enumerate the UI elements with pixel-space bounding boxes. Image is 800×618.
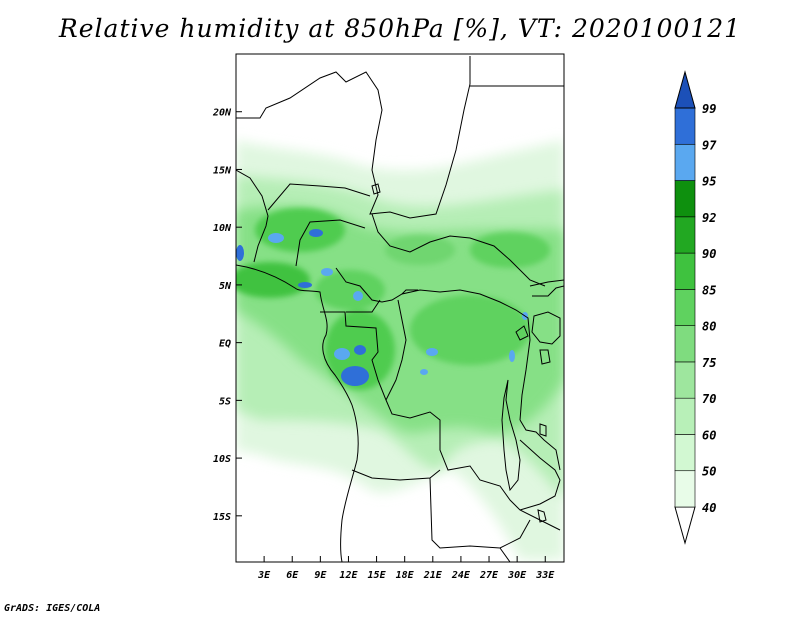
lat-tick-label: 10N [213,223,232,234]
colorbar-box [674,216,696,254]
border-central-1 [335,267,531,421]
colorbar-box [674,325,696,363]
software-credit: GrADS: IGES/COLA [4,603,101,614]
lat-tick-label: 10S [213,454,231,465]
colorbar-box [674,361,696,399]
colorbar-max-triangle [674,70,696,109]
lat-tick-label: 5S [219,396,231,407]
lon-tick-label: 6E [286,570,299,581]
lon-tick-label: 33E [535,570,555,581]
lake-victoria [531,311,561,345]
colorbar-label: 99 [702,102,716,116]
colorbar-label: 95 [702,175,716,189]
colorbar-label: 92 [702,211,716,225]
colorbar-box [674,180,696,218]
colorbar-box [674,107,696,145]
lat-tick-label: 15N [213,165,232,176]
colorbar-label: 80 [702,320,716,334]
humidity-high-areas [236,208,550,390]
colorbar-label: 50 [702,465,716,479]
colorbar-label: 97 [702,138,717,152]
colorbar-min-triangle [674,506,696,545]
border-east [519,279,564,471]
lon-tick-label: 12E [339,570,358,581]
colorbar-label: 90 [702,247,716,261]
colorbar-label: 85 [702,283,716,297]
colorbar: 40 50 60 70 75 80 85 90 92 95 97 99 [674,70,717,545]
humidity-saturated-patches [236,229,528,386]
lon-tick-label: 24E [451,570,471,581]
lon-tick-label: 3E [257,570,271,581]
border-north [236,56,564,219]
coastline [236,264,359,562]
lon-tick-label: 18E [396,570,415,581]
colorbar-box [674,143,696,181]
colorbar-box [674,397,696,435]
latitude-axis: 20N 15N 10N 5N EQ 5S 10S 15S [212,108,242,523]
longitude-axis: 3E 6E 9E 12E 15E 18E 21E 24E 27E 30E 33E [257,556,555,581]
lon-tick-label: 27E [479,570,499,581]
colorbar-box [674,434,696,472]
humidity-field [236,140,564,560]
lon-tick-label: 9E [314,570,327,581]
border-central-2 [320,311,561,531]
border-central-3 [346,289,418,401]
lake-small [371,183,547,523]
colorbar-label: 75 [702,356,716,370]
lat-tick-label: EQ [219,339,231,350]
map-frame [235,53,565,563]
chart-title: Relative humidity at 850hPa [%], VT: 202… [58,14,742,43]
colorbar-box [674,289,696,326]
country-borders [236,56,564,562]
lon-tick-label: 30E [507,570,527,581]
border-south [351,439,561,562]
lon-tick-label: 15E [368,570,387,581]
colorbar-box [674,252,696,290]
colorbar-box [674,470,696,508]
lon-tick-label: 21E [423,570,443,581]
lat-tick-label: 15S [213,512,231,523]
border-west-africa [236,169,546,287]
colorbar-label: 60 [702,428,716,442]
lake-east [501,379,521,492]
lat-tick-label: 20N [212,108,232,119]
lake-lakes [515,325,551,365]
colorbar-label: 70 [702,392,716,406]
colorbar-label: 40 [702,501,716,515]
lat-tick-label: 5N [219,281,232,292]
